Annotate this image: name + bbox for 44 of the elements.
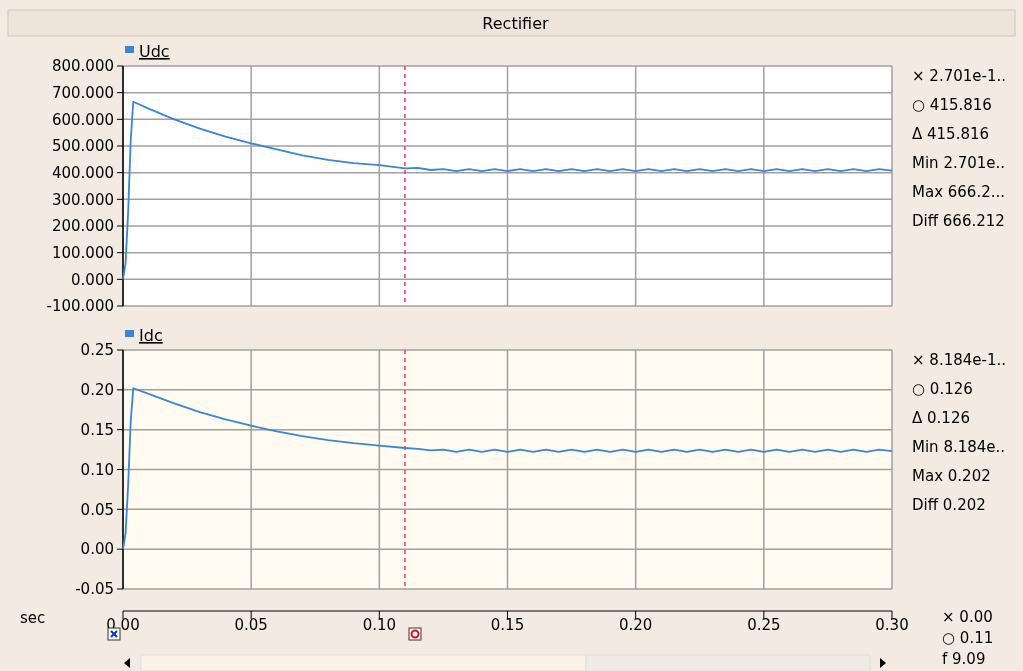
text: Diff 0.202 <box>912 496 986 514</box>
y-tick-label: 700.000 <box>51 83 114 102</box>
x-tick-label: 0.30 <box>875 616 909 634</box>
y-tick-label: 0.000 <box>71 270 114 289</box>
x-tick-label: 0.20 <box>618 616 653 634</box>
x-tick-label: 0.10 <box>362 616 397 634</box>
y-tick-label: -0.05 <box>75 580 114 599</box>
y-tick-label: 0.05 <box>80 500 114 519</box>
y-tick-label: 0.25 <box>80 341 114 360</box>
y-tick-label: 300.000 <box>51 190 114 209</box>
y-tick-label: 200.000 <box>51 217 114 236</box>
legend-label: Idc <box>139 326 163 345</box>
text: ○ 415.816 <box>912 96 992 114</box>
y-tick-label: 0.15 <box>80 420 114 439</box>
y-tick-label: 400.000 <box>51 163 114 182</box>
text: Max 0.202 <box>912 467 991 485</box>
y-tick-label: 0.00 <box>80 540 114 559</box>
y-tick-label: -100.000 <box>46 297 114 316</box>
text: Min 8.184e.. <box>912 438 1006 456</box>
y-tick-label: 0.20 <box>80 381 114 400</box>
text: f 9.09 <box>942 650 986 668</box>
chart-title: Rectifier <box>482 14 550 33</box>
text: ○ 0.11 <box>942 629 994 647</box>
y-tick-label: 100.000 <box>51 243 114 262</box>
legend-label: Udc <box>139 42 170 61</box>
line-series <box>122 387 893 551</box>
x-tick-label: 0.15 <box>490 616 525 634</box>
x-tick-label: 0.05 <box>234 616 268 634</box>
line-series <box>122 100 893 281</box>
text: Δ 0.126 <box>912 409 970 427</box>
y-tick-label: 800.000 <box>51 57 114 76</box>
x-tick-label: 0.25 <box>747 616 781 634</box>
x-axis-title: sec <box>20 609 46 627</box>
text: Δ 415.816 <box>912 125 990 143</box>
text: Max 666.2... <box>912 183 1006 201</box>
y-tick-label: 500.000 <box>51 137 114 156</box>
text: Diff 666.212 <box>912 212 1005 230</box>
y-tick-label: 0.10 <box>80 460 114 479</box>
text: ○ 0.126 <box>912 380 973 398</box>
text: × 8.184e-1.. <box>912 351 1006 369</box>
y-tick-label: 600.000 <box>51 110 114 129</box>
text: Min 2.701e.. <box>912 154 1006 172</box>
text: × 2.701e-1.. <box>912 67 1006 85</box>
text: × 0.00 <box>942 608 993 626</box>
